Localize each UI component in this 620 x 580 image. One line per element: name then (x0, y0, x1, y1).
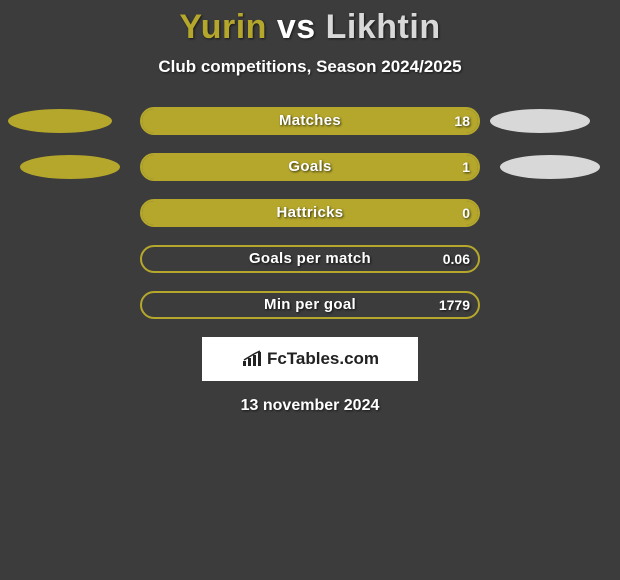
stat-label: Min per goal (140, 291, 480, 319)
stat-label: Goals (140, 153, 480, 181)
logo-box: FcTables.com (202, 337, 418, 381)
stat-value: 1 (462, 153, 470, 181)
subtitle: Club competitions, Season 2024/2025 (0, 57, 620, 77)
player-ellipse-left (8, 109, 112, 133)
title-part-vs: vs (267, 8, 326, 46)
stat-label: Matches (140, 107, 480, 135)
stat-value: 0.06 (443, 245, 470, 273)
stat-value: 18 (454, 107, 470, 135)
stat-row: Goals1 (0, 153, 620, 181)
title-part-left: Yurin (179, 8, 267, 46)
stat-row: Matches18 (0, 107, 620, 135)
stat-value: 0 (462, 199, 470, 227)
stat-value: 1779 (439, 291, 470, 319)
date-text: 13 november 2024 (0, 397, 620, 415)
chart-icon (241, 350, 263, 368)
stat-row: Goals per match0.06 (0, 245, 620, 273)
player-ellipse-right (500, 155, 600, 179)
logo: FcTables.com (241, 349, 379, 369)
logo-text: FcTables.com (267, 349, 379, 369)
page-title: Yurin vs Likhtin (0, 0, 620, 49)
stat-label: Goals per match (140, 245, 480, 273)
stat-row: Min per goal1779 (0, 291, 620, 319)
stat-label: Hattricks (140, 199, 480, 227)
stats-area: Matches18 Goals1 Hattricks0 Goals per match… (0, 107, 620, 319)
player-ellipse-left (20, 155, 120, 179)
player-ellipse-right (490, 109, 590, 133)
title-part-right: Likhtin (326, 8, 441, 46)
stat-row: Hattricks0 (0, 199, 620, 227)
